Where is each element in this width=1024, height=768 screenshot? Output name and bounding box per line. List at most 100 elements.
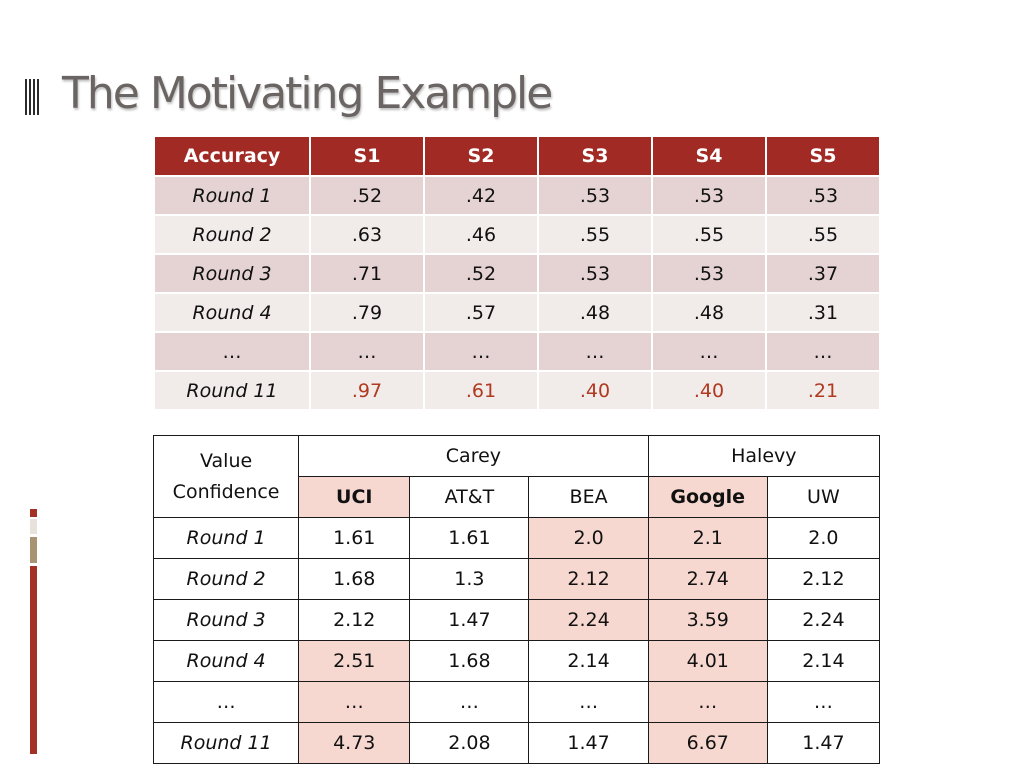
table-cell: 1.68: [409, 640, 530, 682]
table-row: … … … … … …: [153, 331, 881, 372]
accuracy-header-cell: S2: [423, 135, 539, 177]
table-cell: …: [409, 681, 530, 723]
table-cell: 2.12: [766, 558, 881, 600]
highlighted-cell: 4.73: [298, 722, 411, 764]
table-row: Round 11 4.73 2.08 1.47 6.67 1.47: [152, 722, 881, 764]
table-row: Round 3 2.12 1.47 2.24 3.59 2.24: [152, 599, 881, 641]
highlighted-cell: .40: [651, 370, 767, 411]
table-cell: .46: [423, 214, 539, 255]
accent-bar-segment: [30, 566, 37, 754]
column-header: UW: [766, 476, 881, 518]
table-row: Round 2 1.68 1.3 2.12 2.74 2.12: [152, 558, 881, 600]
highlighted-cell: 2.1: [647, 517, 768, 559]
table-row: Round 4 .79 .57 .48 .48 .31: [153, 292, 881, 333]
row-label: …: [153, 331, 311, 372]
table-cell: .52: [309, 175, 425, 216]
highlighted-cell: 2.74: [647, 558, 768, 600]
highlighted-cell: …: [647, 681, 768, 723]
row-label: Round 4: [153, 292, 311, 333]
table-cell: .57: [423, 292, 539, 333]
table-cell: .52: [423, 253, 539, 294]
highlighted-cell: .97: [309, 370, 425, 411]
highlighted-cell: 2.12: [528, 558, 649, 600]
bullet-stripe: [28, 79, 31, 115]
table-row: … … … … … …: [152, 681, 881, 723]
table-cell: .53: [651, 253, 767, 294]
bullet-stripe: [33, 79, 35, 115]
bullet-stripe: [25, 79, 27, 115]
table-cell: .63: [309, 214, 425, 255]
column-header: AT&T: [409, 476, 530, 518]
accuracy-header-cell: S4: [651, 135, 767, 177]
table-cell: 2.14: [528, 640, 649, 682]
table-cell: 2.08: [409, 722, 530, 764]
corner-label-line: Confidence: [172, 480, 280, 503]
table-cell: .55: [537, 214, 653, 255]
table-cell: .53: [765, 175, 881, 216]
group-header-row: Value Confidence Carey Halevy: [152, 435, 881, 518]
table-cell: 1.47: [528, 722, 649, 764]
table-cell: 1.47: [766, 722, 881, 764]
highlighted-cell: 2.24: [528, 599, 649, 641]
confidence-table: Value Confidence Carey Halevy UCI AT&T B…: [152, 435, 881, 764]
accuracy-header-cell: S1: [309, 135, 425, 177]
table-cell: …: [423, 331, 539, 372]
table-row: Round 2 .63 .46 .55 .55 .55: [153, 214, 881, 255]
accuracy-table: Accuracy S1 S2 S3 S4 S5 Round 1 .52 .42 …: [153, 135, 881, 411]
column-header: BEA: [528, 476, 649, 518]
table-cell: 1.3: [409, 558, 530, 600]
row-label: Round 2: [152, 558, 300, 600]
table-cell: 2.0: [766, 517, 881, 559]
highlighted-cell: 2.51: [298, 640, 411, 682]
highlighted-cell: .21: [765, 370, 881, 411]
slide-title: The Motivating Example: [62, 68, 553, 119]
table-cell: …: [309, 331, 425, 372]
table-cell: .53: [537, 175, 653, 216]
highlighted-cell: 4.01: [647, 640, 768, 682]
table-cell: 2.14: [766, 640, 881, 682]
accent-bar-segment: [30, 519, 37, 534]
table-cell: 1.61: [409, 517, 530, 559]
group-header-carey: Carey: [298, 435, 649, 477]
table-row: Round 11 .97 .61 .40 .40 .21: [153, 370, 881, 411]
table-cell: …: [766, 681, 881, 723]
row-label: Round 11: [153, 370, 311, 411]
table-cell: …: [651, 331, 767, 372]
table-cell: .37: [765, 253, 881, 294]
row-label: …: [152, 681, 300, 723]
table-cell: .53: [537, 253, 653, 294]
table-row: Round 1 1.61 1.61 2.0 2.1 2.0: [152, 517, 881, 559]
accent-bar-segment: [30, 509, 37, 517]
accuracy-header-cell: Accuracy: [153, 135, 311, 177]
accuracy-header-row: Accuracy S1 S2 S3 S4 S5: [153, 135, 881, 177]
table-cell: .53: [651, 175, 767, 216]
table-cell: 2.24: [766, 599, 881, 641]
column-header-row: UCI AT&T BEA Google UW: [154, 476, 881, 518]
highlighted-cell: …: [298, 681, 411, 723]
row-label: Round 1: [153, 175, 311, 216]
accuracy-header-cell: S3: [537, 135, 653, 177]
table-row: Round 4 2.51 1.68 2.14 4.01 2.14: [152, 640, 881, 682]
highlighted-cell: 6.67: [647, 722, 768, 764]
table-cell: …: [537, 331, 653, 372]
table-cell: .42: [423, 175, 539, 216]
table-row: Round 3 .71 .52 .53 .53 .37: [153, 253, 881, 294]
row-label: Round 3: [152, 599, 300, 641]
bullet-stripe: [36, 79, 39, 115]
row-label: Round 4: [152, 640, 300, 682]
table-cell: .48: [651, 292, 767, 333]
highlighted-cell: 2.0: [528, 517, 649, 559]
table-cell: .71: [309, 253, 425, 294]
table-cell: .48: [537, 292, 653, 333]
table-cell: 1.47: [409, 599, 530, 641]
accent-bar-segment: [30, 537, 37, 563]
corner-label-line: Value: [200, 449, 253, 472]
title-bullet-icon: [25, 79, 39, 115]
table-cell: .79: [309, 292, 425, 333]
table-row: Round 1 .52 .42 .53 .53 .53: [153, 175, 881, 216]
column-header: UCI: [298, 476, 411, 518]
highlighted-cell: .61: [423, 370, 539, 411]
table-cell: 1.61: [298, 517, 411, 559]
row-label: Round 11: [152, 722, 300, 764]
accuracy-header-cell: S5: [765, 135, 881, 177]
